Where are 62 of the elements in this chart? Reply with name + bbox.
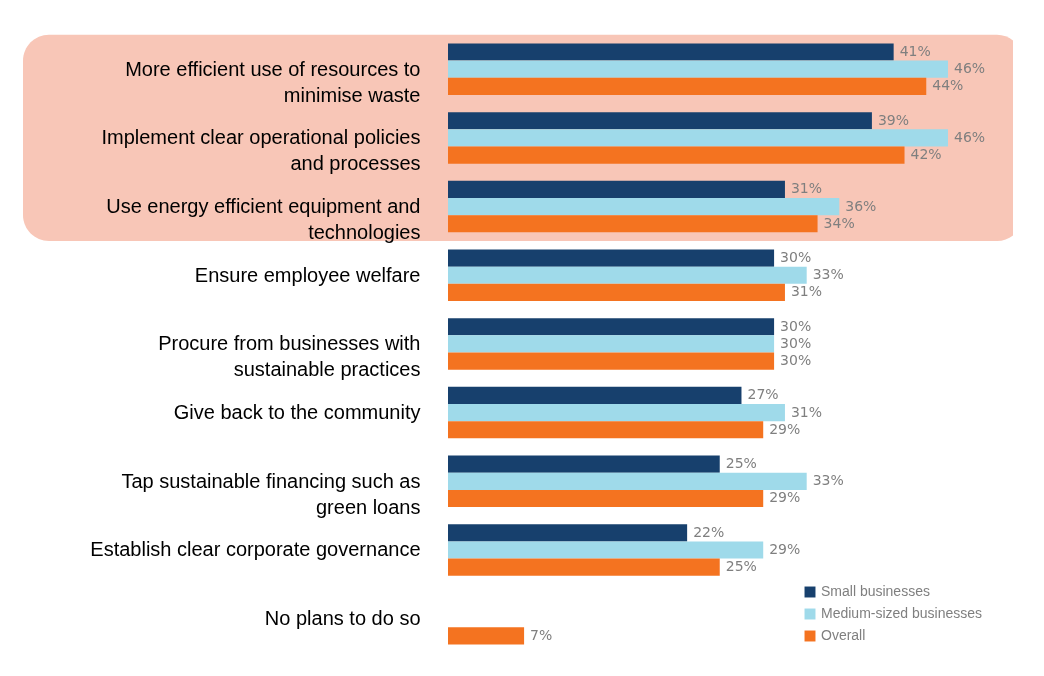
data-label: 25% (725, 455, 757, 472)
bar (448, 180, 785, 198)
bar (448, 524, 688, 542)
data-label: 46% (954, 60, 986, 77)
y-tick-label: Give back to the community (173, 401, 421, 424)
bar (448, 129, 948, 147)
legend-label: Medium-sized businesses (821, 605, 983, 621)
bar (448, 335, 775, 353)
y-tick-label: No plans to do so (264, 607, 421, 630)
data-label: 46% (954, 128, 986, 145)
y-tick-label: Ensure employee welfare (194, 263, 421, 286)
data-label: 29% (769, 489, 801, 506)
bar (448, 472, 807, 490)
data-label: 41% (899, 43, 931, 60)
bar (448, 541, 764, 559)
data-label: 34% (823, 214, 855, 231)
bar (448, 352, 775, 370)
data-label: 22% (693, 523, 725, 540)
bar (448, 455, 720, 473)
bar (448, 318, 775, 336)
bar (448, 43, 894, 61)
bar (448, 112, 872, 130)
y-tick-label: Establish clear corporate governance (90, 538, 421, 561)
bar (448, 77, 927, 95)
data-label: 36% (845, 197, 877, 214)
data-label: 29% (769, 420, 801, 437)
bar (448, 60, 948, 78)
y-tick-label: Tap sustainable financing such as green loans (121, 469, 421, 518)
data-label: 7% (530, 626, 553, 643)
data-label: 31% (790, 283, 823, 300)
data-label: 39% (877, 111, 910, 128)
data-label: 42% (910, 146, 942, 163)
bar (448, 386, 742, 405)
bar (448, 266, 807, 284)
legend-label: Overall (821, 627, 866, 643)
data-label: 33% (812, 266, 844, 283)
data-label: 25% (725, 558, 757, 575)
data-label: 44% (932, 77, 964, 94)
data-label: 30% (780, 317, 812, 334)
y-tick-label: Implement clear operational policies and processes (101, 126, 421, 175)
data-label: 29% (769, 540, 801, 557)
data-label: 30% (780, 334, 812, 351)
bar (448, 627, 525, 645)
y-tick-label: Use energy efficient equipment and technologies (106, 195, 421, 244)
bar (448, 558, 720, 576)
y-tick-label: Procure from businesses with sustainable practices (158, 332, 421, 381)
bar (448, 215, 818, 233)
data-label: 27% (747, 386, 779, 403)
bar (448, 489, 764, 508)
y-tick-label: More efficient use of resources to minimise waste (125, 57, 421, 106)
bar (448, 421, 764, 439)
data-label: 30% (780, 249, 812, 266)
data-label: 31% (790, 403, 823, 420)
legend-label: Small businesses (821, 583, 930, 599)
data-label: 30% (780, 352, 812, 369)
data-label: 31% (790, 180, 823, 197)
bar (448, 283, 785, 302)
data-label: 33% (812, 472, 844, 489)
bar (448, 249, 775, 267)
bar (448, 404, 785, 422)
bar (448, 146, 905, 164)
bar (448, 197, 840, 216)
